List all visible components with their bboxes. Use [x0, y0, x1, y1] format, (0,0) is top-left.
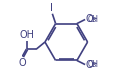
Text: O: O	[85, 60, 93, 70]
Text: 3: 3	[91, 17, 96, 23]
Text: CH: CH	[88, 15, 99, 24]
Text: I: I	[50, 2, 53, 13]
Text: OH: OH	[19, 30, 34, 40]
Text: CH: CH	[88, 60, 99, 69]
Text: O: O	[85, 15, 93, 24]
Text: 3: 3	[91, 62, 96, 68]
Text: O: O	[19, 58, 26, 68]
